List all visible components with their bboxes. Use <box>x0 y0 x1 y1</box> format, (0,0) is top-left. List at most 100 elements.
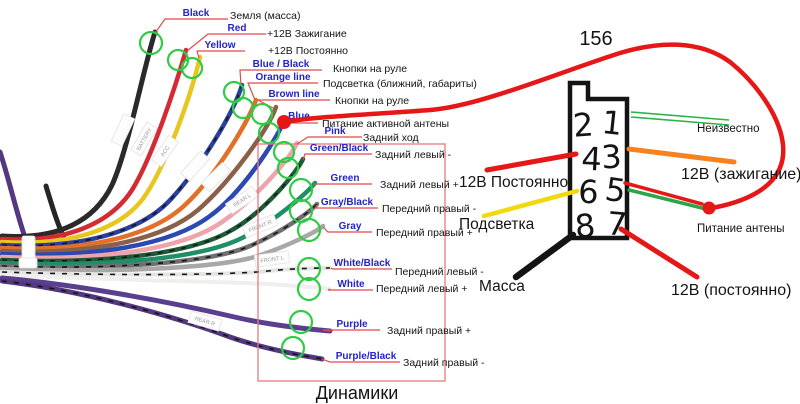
antenna-wire-junction-dot <box>277 115 291 129</box>
wire-desc-label: Задний левый - <box>375 149 452 161</box>
wire-color-label: Brown line <box>268 89 320 100</box>
wire-color-label: Green <box>331 173 360 184</box>
wire-desc-label: +12В Постоянно <box>268 45 348 57</box>
wire-desc-label: Передний правый - <box>382 203 477 215</box>
wire-desc-label: Питание активной антены <box>322 118 449 130</box>
wire-color-label: Pink <box>324 126 346 137</box>
crimp-circles <box>138 30 322 361</box>
pin-number-8: 8 <box>573 206 597 246</box>
pin-number-4: 4 <box>580 140 602 179</box>
wire-green-black-stripe <box>1 158 304 262</box>
wire-color-label: White <box>337 279 365 290</box>
wire-blue-line <box>0 120 286 257</box>
wire-orange-line <box>0 97 259 251</box>
pin8-label: Масса <box>479 278 525 295</box>
wire-desc-label: Передний левый + <box>376 283 467 295</box>
wire-desc-label: Задний левый + <box>380 179 459 191</box>
sleeve-label: REAR R <box>194 316 216 328</box>
iso-connector: 2 1 4 3 6 5 8 7 <box>567 80 630 246</box>
wire-desc-label: +12В Зажигание <box>267 28 347 40</box>
antenna-feed-dot <box>702 201 716 215</box>
wire-desc-label: Задний правый + <box>387 325 471 337</box>
wire-desc-label: Кнопки на руле <box>333 63 407 75</box>
wire-color-label: Purple <box>336 319 368 330</box>
wire-desc-label: Передний левый - <box>395 266 484 278</box>
speaker-box: Динамики <box>257 143 446 403</box>
connector-pin-leads <box>481 111 737 281</box>
sleeve <box>130 121 158 157</box>
wire-desc-label: Подсветка (ближний, габариты) <box>323 78 477 90</box>
connector-labels: Неизвестно 12В (зажигание) 12В Постоянно… <box>459 123 800 299</box>
pin4-lead-red <box>484 151 579 173</box>
pin5-lead-red <box>623 181 704 206</box>
wire-brown-line <box>0 104 279 254</box>
wire-labels: Black Земля (масса) Red +12В Зажигание Y… <box>183 8 485 369</box>
pin5-label: Питание антены <box>697 223 785 235</box>
pin1-label: Неизвестно <box>697 123 760 135</box>
antenna-power-wire: 156 <box>277 28 786 211</box>
pin1-lead-green <box>630 116 730 126</box>
speaker-box-outline <box>257 143 446 382</box>
wire-sleeves: BATTERY ACC REAR L FRONT R FRONT L <box>110 113 291 332</box>
sleeve <box>253 250 291 268</box>
wire-purple-black-stripe <box>1 280 323 360</box>
wire-harness-photo: BATTERY ACC REAR L FRONT R FRONT L <box>0 29 333 362</box>
sleeve <box>110 113 136 147</box>
wire-desc-label: Передний правый + <box>376 227 473 239</box>
wire-color-label: Purple/Black <box>336 351 397 362</box>
pin7-lead-red <box>618 226 700 280</box>
wire-white-line <box>0 273 332 291</box>
pin-number-3: 3 <box>600 138 622 177</box>
sleeve-label: ACC <box>160 145 172 158</box>
wire-color-label: Blue / Black <box>253 59 310 70</box>
pin7-label: 12В (постоянно) <box>671 282 791 299</box>
wire-black-line <box>0 29 158 240</box>
bundle-strand-purple <box>0 149 31 249</box>
sleeve <box>179 150 211 182</box>
wire-length-label: 156 <box>579 28 612 50</box>
wire-purple-line <box>0 275 333 334</box>
pin8-lead-black <box>512 231 577 281</box>
wire-red-line <box>0 47 189 242</box>
wire-blue-black-stripe <box>1 84 243 247</box>
zip-tie <box>18 235 38 269</box>
wire-desc-label: Земля (масса) <box>230 10 301 22</box>
pin5-lead-green <box>627 188 708 211</box>
wire-gray-line <box>0 223 326 273</box>
wire-color-label: White/Black <box>334 258 391 269</box>
wire-desc-label: Задний правый - <box>403 357 485 369</box>
pin3-label: 12В (зажигание) <box>681 166 800 183</box>
wire-color-label: Green/Black <box>310 143 369 154</box>
wire-desc-label: Задний ход <box>363 132 419 144</box>
speaker-box-title: Динамики <box>316 383 399 403</box>
pin-number-2: 2 <box>572 105 595 144</box>
wire-desc-label: Кнопки на руле <box>335 95 409 107</box>
wire-color-label: Gray/Black <box>321 197 374 208</box>
wire-color-label: Yellow <box>204 40 235 51</box>
wire-color-label: Red <box>228 23 247 34</box>
pin-number-6: 6 <box>578 173 600 212</box>
wire-color-label: Orange line <box>255 72 310 83</box>
pin6-lead-yellow <box>481 188 580 219</box>
sleeve <box>224 185 260 215</box>
wire-yellow-line <box>0 54 203 245</box>
pin1-lead-green <box>630 111 730 121</box>
wire-color-label: Blue <box>288 111 310 122</box>
pin-number-7: 7 <box>605 204 629 244</box>
sleeve <box>150 134 180 168</box>
pin3-lead-orange <box>626 146 737 165</box>
wire-color-label: Gray <box>339 221 362 232</box>
wire-white-black-line <box>0 266 332 277</box>
pin-number-1: 1 <box>600 103 624 143</box>
pin4-label: 12В Постоянно <box>459 174 568 191</box>
pin6-label: Подсветка <box>459 216 535 233</box>
wire-gray-black-stripe <box>1 203 318 268</box>
sleeve <box>200 161 232 193</box>
sleeve <box>187 310 223 332</box>
wire-purple-black-line <box>0 278 325 362</box>
wire-color-label: Black <box>183 8 210 19</box>
sleeve-label: FRONT L <box>260 255 284 264</box>
antenna-wire-path <box>281 42 786 211</box>
